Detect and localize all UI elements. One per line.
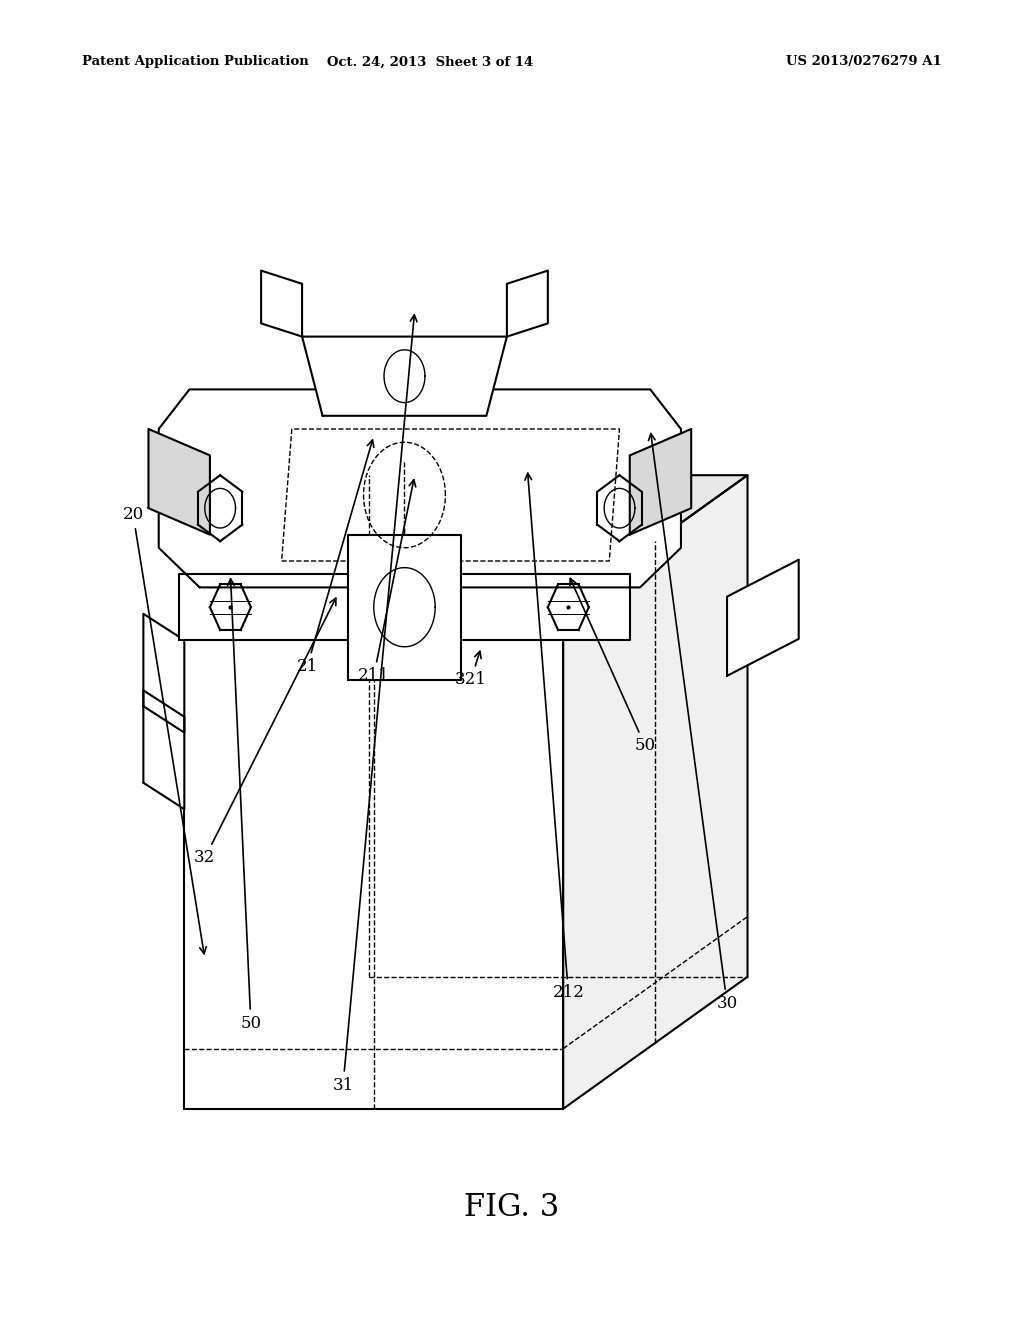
Text: 30: 30 — [648, 433, 737, 1011]
Polygon shape — [184, 475, 748, 607]
Polygon shape — [630, 429, 691, 535]
Polygon shape — [507, 271, 548, 337]
Polygon shape — [143, 614, 184, 733]
Polygon shape — [179, 574, 353, 640]
Polygon shape — [302, 337, 507, 416]
Polygon shape — [727, 560, 799, 676]
Text: FIG. 3: FIG. 3 — [464, 1192, 560, 1224]
Polygon shape — [184, 607, 563, 1109]
Text: 20: 20 — [123, 507, 206, 954]
Text: 50: 50 — [570, 578, 655, 754]
Polygon shape — [148, 429, 210, 535]
Text: 212: 212 — [525, 474, 585, 1001]
Text: Oct. 24, 2013  Sheet 3 of 14: Oct. 24, 2013 Sheet 3 of 14 — [327, 55, 534, 69]
Polygon shape — [261, 271, 302, 337]
Text: US 2013/0276279 A1: US 2013/0276279 A1 — [786, 55, 942, 69]
Polygon shape — [348, 535, 461, 680]
Polygon shape — [456, 574, 630, 640]
Text: 50: 50 — [227, 579, 261, 1031]
Polygon shape — [143, 690, 184, 809]
Polygon shape — [159, 389, 681, 587]
Text: 211: 211 — [357, 479, 416, 684]
Text: 321: 321 — [455, 651, 487, 688]
Text: Patent Application Publication: Patent Application Publication — [82, 55, 308, 69]
Text: 21: 21 — [297, 440, 374, 675]
Text: 31: 31 — [333, 315, 417, 1093]
Polygon shape — [563, 475, 748, 1109]
Text: 32: 32 — [195, 598, 336, 866]
